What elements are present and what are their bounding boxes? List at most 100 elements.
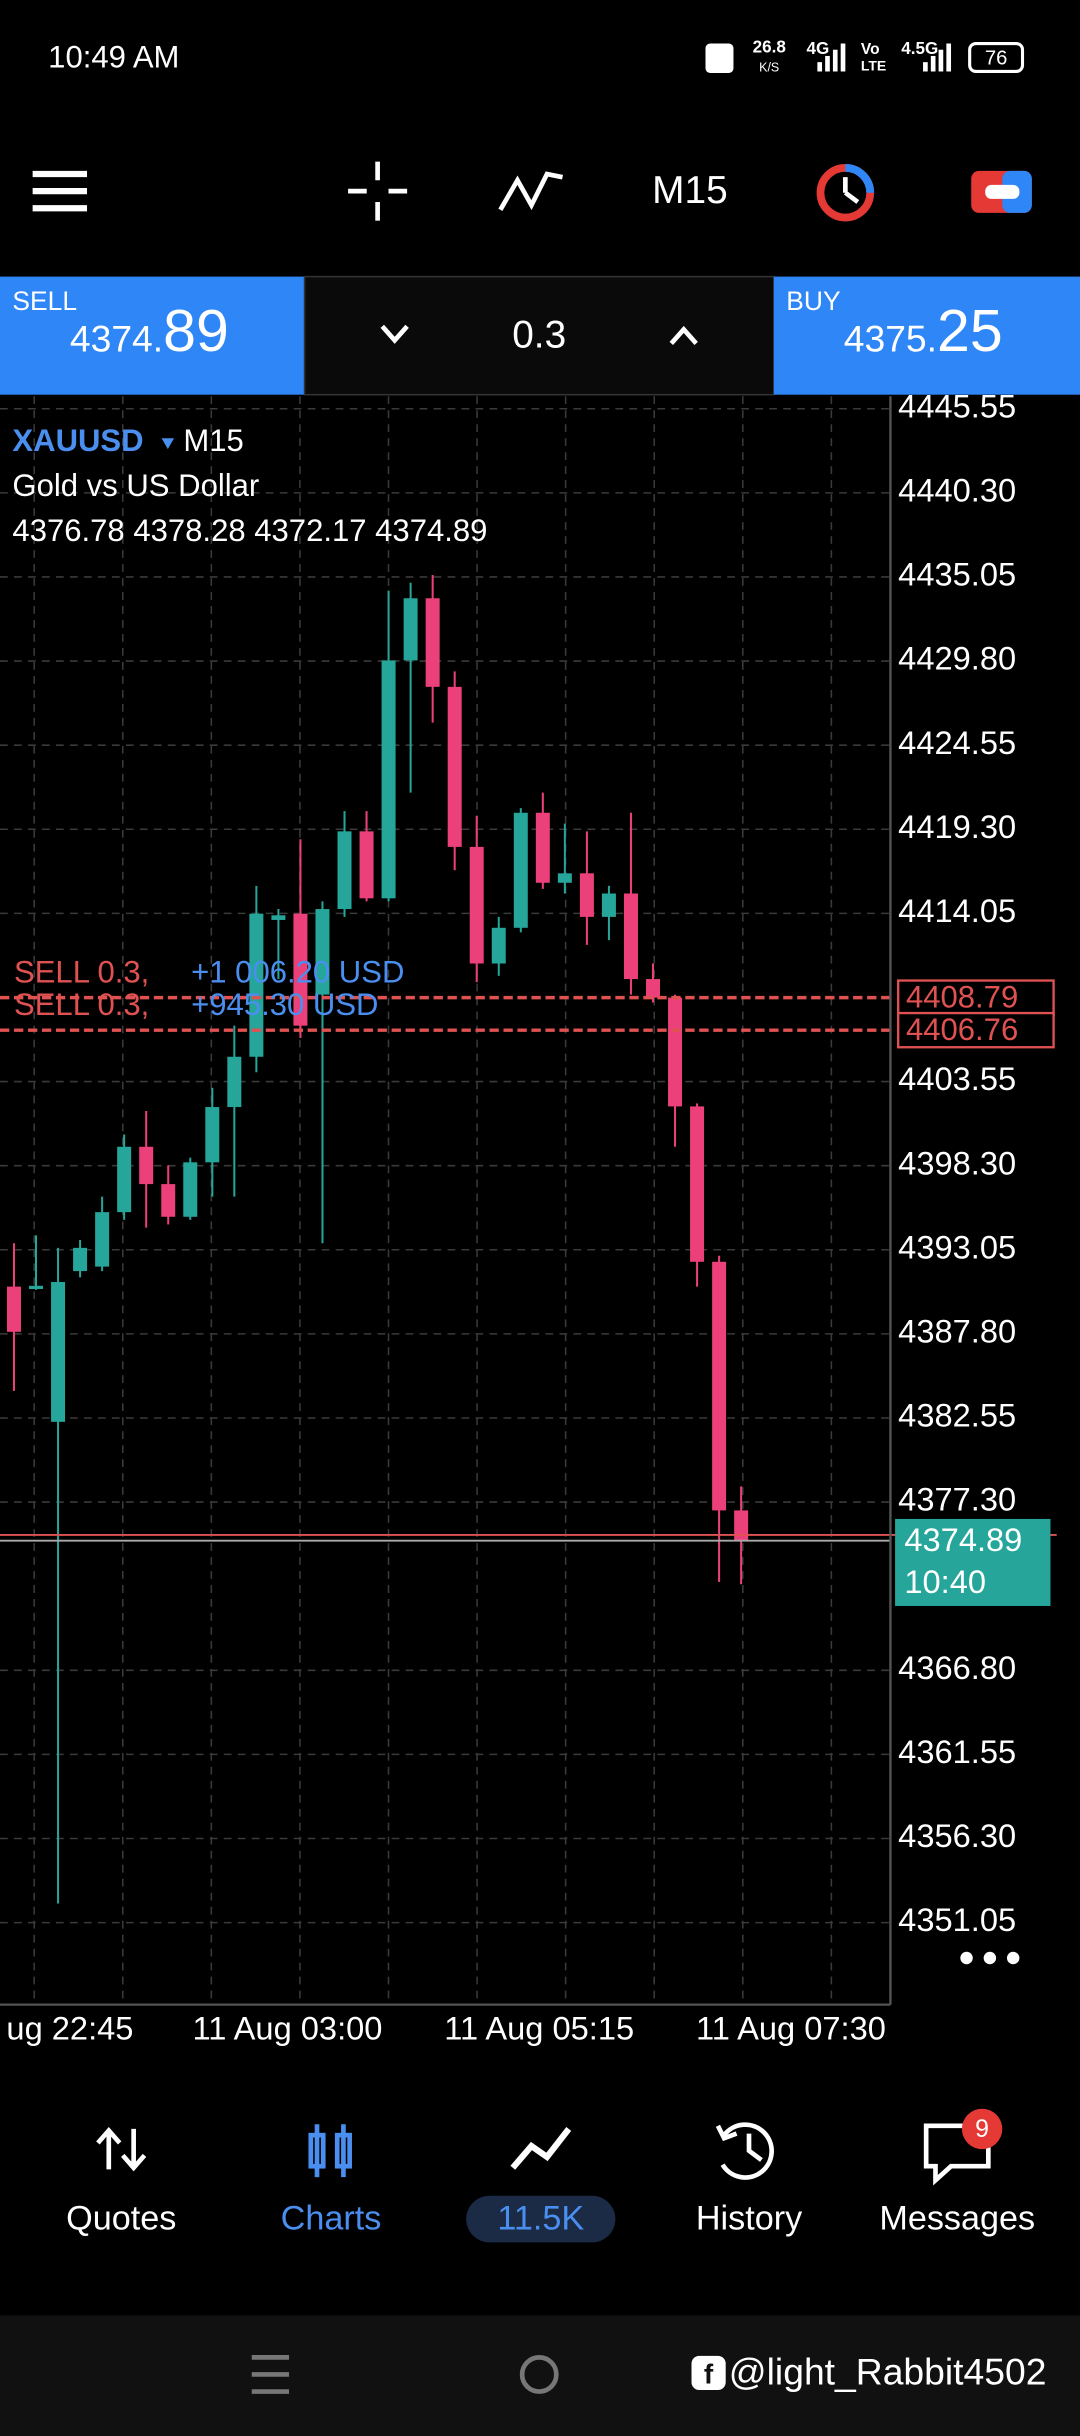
nav-item[interactable]: Messages <box>879 2200 1035 2238</box>
candle-body <box>161 1184 176 1217</box>
candle-body <box>557 873 572 883</box>
candle-body <box>601 893 616 917</box>
home-button[interactable] <box>519 2355 559 2394</box>
y-tick-label: 4429.80 <box>898 640 1016 677</box>
net-speed: 26.8 <box>753 38 786 57</box>
y-tick-label: 4445.55 <box>898 387 1016 424</box>
y-tick-label: 4403.55 <box>898 1060 1016 1097</box>
history-icon <box>715 2122 774 2180</box>
nfc-icon <box>705 43 734 74</box>
buy-button[interactable] <box>773 276 1080 395</box>
chart-description: Gold vs US Dollar <box>12 468 259 503</box>
candle-body <box>227 1056 242 1108</box>
candle-body <box>29 1285 44 1290</box>
buy-label: BUY <box>786 286 841 316</box>
order-label[interactable]: SELL 0.3, <box>14 987 149 1022</box>
battery-icon <box>968 41 1025 74</box>
crosshair-icon[interactable] <box>348 161 408 221</box>
x-tick-label: ug 22:45 <box>6 2010 133 2047</box>
trade-icon <box>510 2127 572 2170</box>
charts-icon <box>308 2124 352 2178</box>
signal-icon <box>817 43 846 72</box>
nav-item[interactable]: History <box>696 2200 803 2238</box>
candle-body <box>359 831 374 899</box>
candle-body <box>6 1286 21 1332</box>
candle-body <box>513 812 528 928</box>
candle-body <box>51 1281 66 1422</box>
candle-body <box>425 598 440 687</box>
nav-item[interactable]: Charts <box>281 2200 382 2238</box>
symbol-dropdown[interactable] <box>161 438 175 450</box>
candle-body <box>734 1510 749 1541</box>
badge-count: 9 <box>975 2115 989 2143</box>
volume-panel <box>303 275 775 396</box>
account-icon[interactable] <box>971 170 1032 213</box>
bid-price: 4374.89 <box>904 1521 1022 1558</box>
candle-body <box>646 979 660 998</box>
facebook-icon <box>691 2355 726 2391</box>
y-tick-label: 4414.05 <box>898 892 1016 929</box>
timeframe-button[interactable]: M15 <box>652 169 728 212</box>
bid-time: 10:40 <box>904 1563 986 1600</box>
bottom-nav: 9 Quotes Charts 11.5K History Messages <box>66 2108 1035 2243</box>
candle-body <box>95 1212 110 1267</box>
chart-timeframe: M15 <box>183 423 243 458</box>
recent-apps[interactable] <box>251 2355 290 2394</box>
candle-body <box>469 846 484 964</box>
battery-level: 76 <box>985 47 1007 69</box>
y-tick-label: 4361.55 <box>898 1733 1016 1770</box>
indicator-icon[interactable] <box>498 171 563 211</box>
candle-body <box>337 831 352 910</box>
sell-button[interactable] <box>0 276 305 395</box>
y-tick-label: 4435.05 <box>898 556 1016 593</box>
nav-item[interactable]: Quotes <box>66 2200 176 2238</box>
y-tick-label: 4424.55 <box>898 724 1016 761</box>
y-tick-label: 4351.05 <box>898 1901 1016 1938</box>
more-icon[interactable] <box>960 1951 1020 1965</box>
candle-body <box>491 927 506 964</box>
volume-up[interactable] <box>669 325 698 345</box>
sell-price-pips: 89 <box>163 298 229 364</box>
y-tick-label: 4419.30 <box>898 808 1016 845</box>
order-profit[interactable]: +1 006.20 USD <box>191 955 404 990</box>
menu-icon[interactable] <box>32 170 88 212</box>
sell-price-main: 4374. <box>70 318 163 360</box>
volte-bottom: LTE <box>861 58 886 74</box>
x-tick-label: 11 Aug 05:15 <box>444 2010 634 2047</box>
trade-pill[interactable] <box>466 2195 616 2243</box>
trade-icon[interactable] <box>816 163 875 222</box>
candle-body <box>139 1146 154 1185</box>
facebook-f: f <box>704 2358 714 2389</box>
chart-symbol[interactable]: XAUUSD <box>12 423 143 458</box>
nav-item[interactable]: 11.5K <box>497 2200 584 2238</box>
network-type: 4.5G <box>901 39 938 58</box>
volume-value[interactable]: 0.3 <box>512 313 566 356</box>
order-price: 4406.76 <box>906 1012 1018 1047</box>
buy-price-main: 4375. <box>844 318 937 360</box>
buy-price-pips: 25 <box>937 298 1003 364</box>
order-price: 4408.79 <box>906 979 1018 1014</box>
messages-badge <box>961 2108 1003 2150</box>
status-time: 10:49 AM <box>48 39 179 74</box>
order-profit[interactable]: +945.30 USD <box>191 987 378 1022</box>
sell-label: SELL <box>12 286 77 316</box>
bid-box <box>895 1518 1051 1606</box>
y-tick-label: 4393.05 <box>898 1228 1016 1265</box>
candle-body <box>117 1146 132 1213</box>
network-type: 4G <box>807 39 830 58</box>
volte-top: Vo <box>861 41 880 58</box>
net-unit: K/S <box>759 61 779 75</box>
candle-body <box>381 660 396 899</box>
y-tick-label: 4440.30 <box>898 471 1016 508</box>
order-label[interactable]: SELL 0.3, <box>14 955 149 990</box>
y-tick-label: 4382.55 <box>898 1397 1016 1434</box>
order-price-box <box>897 1011 1055 1049</box>
system-nav <box>0 2315 1080 2436</box>
y-tick-label: 4377.30 <box>898 1481 1016 1518</box>
x-tick-label: 11 Aug 07:30 <box>696 2010 886 2047</box>
volume-down[interactable] <box>380 324 409 344</box>
y-tick-label: 4366.80 <box>898 1649 1016 1686</box>
